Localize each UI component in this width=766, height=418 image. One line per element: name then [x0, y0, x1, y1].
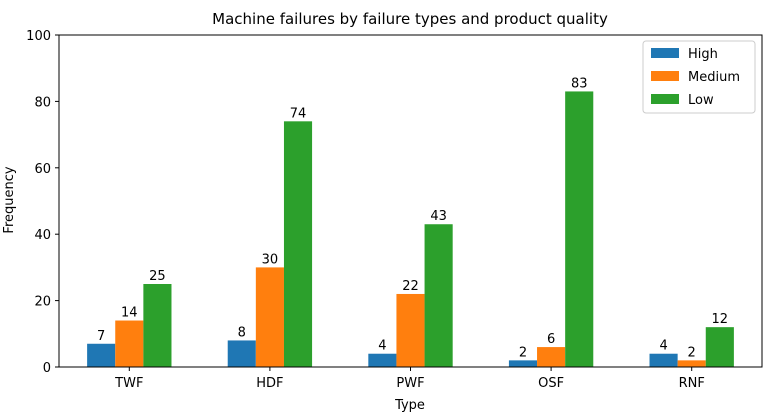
data-label: 6 — [547, 332, 555, 347]
legend-swatch-medium — [651, 71, 679, 81]
legend-swatch-low — [651, 94, 679, 104]
data-label: 4 — [659, 339, 667, 354]
x-tick-label: TWF — [114, 376, 143, 391]
data-label: 8 — [238, 325, 246, 340]
data-label: 25 — [149, 269, 166, 284]
chart-title: Machine failures by failure types and pr… — [212, 10, 608, 28]
bar-medium-osf — [537, 347, 566, 367]
bar-medium-twf — [115, 320, 144, 367]
bar-high-osf — [508, 360, 538, 367]
data-label: 14 — [121, 306, 138, 321]
legend-label-high: High — [688, 47, 718, 62]
data-label: 7 — [97, 329, 105, 344]
legend-label-medium: Medium — [688, 70, 740, 85]
bar-low-osf — [565, 91, 594, 367]
bar-high-rnf — [649, 353, 678, 367]
bar-medium-hdf — [255, 267, 284, 367]
x-tick-label: HDF — [256, 376, 283, 391]
legend-label-low: Low — [688, 93, 714, 108]
data-label: 4 — [378, 339, 386, 354]
data-label: 83 — [571, 76, 588, 91]
bar-high-twf — [87, 343, 116, 367]
data-label: 2 — [519, 345, 527, 360]
bar-medium-rnf — [677, 360, 706, 367]
bar-medium-pwf — [396, 293, 425, 367]
bar-high-hdf — [227, 340, 256, 367]
y-tick-label: 40 — [34, 228, 51, 243]
bar-low-hdf — [283, 121, 313, 367]
y-tick-label: 80 — [34, 95, 51, 110]
data-label: 43 — [430, 209, 447, 224]
bar-high-pwf — [368, 353, 397, 367]
data-label: 22 — [402, 279, 419, 294]
y-axis-label: Frequency — [2, 166, 17, 233]
data-label: 74 — [290, 106, 307, 121]
y-tick-label: 60 — [34, 162, 51, 177]
x-tick-label: OSF — [538, 376, 564, 391]
x-axis-label: Type — [394, 398, 425, 413]
legend: High Medium Low — [642, 40, 756, 114]
bar-low-rnf — [705, 327, 734, 367]
legend-swatch-high — [651, 48, 679, 58]
bar-low-pwf — [424, 224, 453, 367]
bar-low-twf — [143, 284, 172, 367]
data-label: 12 — [712, 312, 729, 327]
data-label: 2 — [688, 345, 696, 360]
y-tick-label: 0 — [43, 361, 51, 376]
plot-area: 7 8 4 2 4 14 30 22 6 2 25 74 43 83 12 0 20 40 60 80 100 TWF HD… — [26, 29, 763, 391]
x-tick-label: RNF — [679, 376, 705, 391]
data-label: 30 — [262, 252, 279, 267]
y-tick-label: 20 — [34, 295, 51, 310]
y-tick-label: 100 — [26, 29, 51, 44]
x-tick-label: PWF — [396, 376, 424, 391]
